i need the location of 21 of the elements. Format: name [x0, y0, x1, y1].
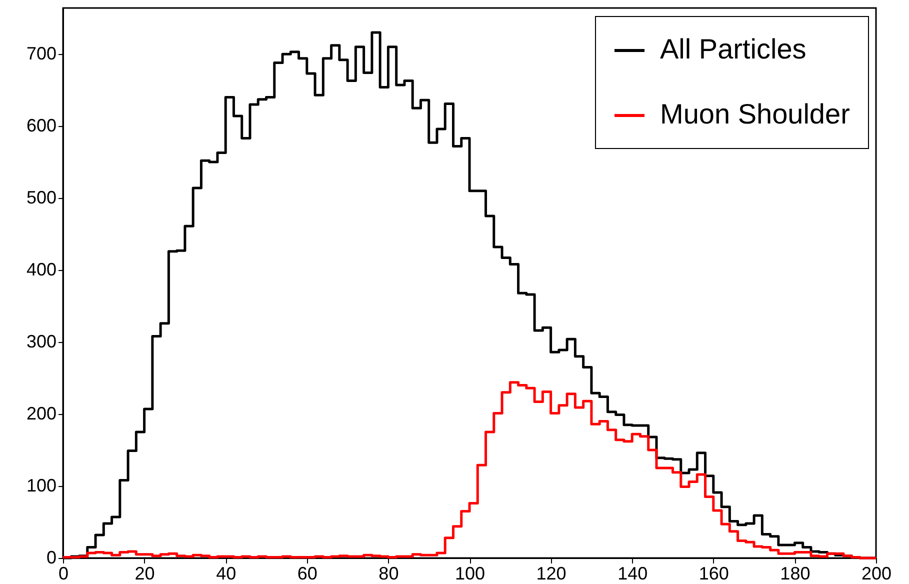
x-tick-label: 100: [454, 564, 486, 584]
y-tick-label: 500: [26, 188, 56, 208]
y-tick-label: 300: [26, 332, 56, 352]
x-tick-label: 20: [134, 564, 155, 584]
x-tick-label: 180: [780, 564, 810, 584]
y-tick-label: 200: [26, 404, 56, 424]
x-tick-label: 140: [618, 564, 648, 584]
x-tick-label: 160: [698, 564, 729, 584]
x-tick-label: 120: [536, 564, 566, 584]
y-tick-label: 400: [26, 260, 56, 280]
x-tick-label: 200: [861, 564, 892, 584]
x-tick-label: 40: [216, 564, 236, 584]
legend-label: All Particles: [660, 34, 806, 64]
x-tick-label: 60: [297, 564, 318, 584]
legend-label: Muon Shoulder: [660, 98, 850, 130]
y-tick-label: 0: [46, 548, 56, 568]
y-tick-label: 700: [26, 44, 56, 64]
x-tick-label: 80: [378, 564, 399, 584]
x-tick-label: 0: [58, 564, 69, 584]
y-tick-label: 600: [26, 116, 56, 136]
y-tick-label: 100: [26, 476, 56, 496]
